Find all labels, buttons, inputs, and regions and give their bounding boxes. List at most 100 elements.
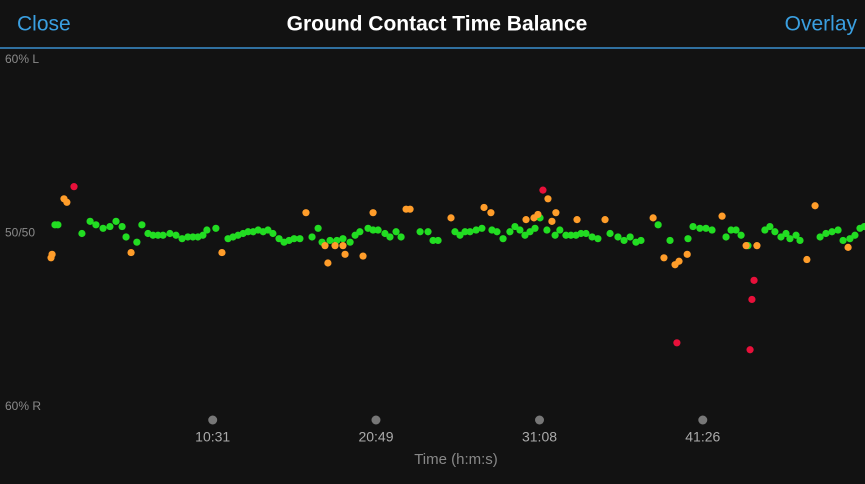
data-point (149, 231, 157, 239)
data-point (534, 210, 542, 219)
data-point (601, 216, 609, 224)
data-point (106, 222, 114, 231)
data-point (92, 221, 100, 229)
data-point (737, 231, 745, 239)
data-point (78, 229, 86, 238)
data-point (99, 224, 107, 232)
data-point (702, 224, 710, 232)
data-point (381, 229, 389, 238)
data-point (548, 217, 556, 225)
data-point (556, 226, 564, 234)
x-tick-label: 10:31 (195, 429, 230, 445)
data-point (54, 221, 62, 229)
data-point (660, 254, 668, 262)
data-point (397, 233, 405, 241)
data-point (746, 346, 754, 354)
data-point (748, 295, 756, 304)
data-point (844, 243, 852, 251)
data-point (374, 226, 382, 234)
data-point (456, 231, 464, 239)
data-point (543, 226, 551, 234)
overlay-button[interactable]: Overlay (785, 13, 858, 36)
data-point (782, 229, 790, 238)
data-point (480, 203, 488, 212)
data-point (472, 226, 480, 234)
data-point (588, 233, 596, 241)
data-point (851, 231, 859, 239)
data-point (594, 235, 602, 243)
data-point (359, 252, 367, 260)
data-point (839, 236, 847, 245)
data-point (356, 228, 364, 236)
data-point (732, 226, 740, 234)
data-point (429, 236, 437, 245)
data-point (506, 228, 514, 236)
data-point (511, 222, 519, 231)
data-point (178, 235, 186, 243)
close-button[interactable]: Close (17, 13, 71, 36)
data-point (649, 214, 657, 222)
data-point (386, 233, 394, 241)
data-point (118, 222, 126, 231)
data-point (466, 228, 474, 236)
x-tick-dot (535, 415, 545, 425)
data-point (606, 229, 614, 238)
data-point (689, 222, 697, 231)
data-point (727, 226, 735, 234)
data-point (683, 250, 691, 258)
y-tick-label: 50/50 (5, 226, 35, 240)
data-point (86, 217, 94, 225)
data-point (521, 231, 529, 239)
data-point (416, 228, 424, 236)
data-point (673, 339, 681, 347)
data-point (828, 228, 836, 236)
data-point (675, 257, 683, 265)
data-point (324, 259, 332, 267)
data-point (172, 231, 180, 239)
y-tick-label: 60% L (5, 52, 39, 66)
data-point (696, 224, 704, 232)
data-point (63, 198, 71, 206)
data-point (447, 214, 455, 222)
data-point (133, 238, 141, 246)
x-tick-dot (208, 415, 218, 425)
data-point (48, 250, 56, 258)
data-point (346, 238, 354, 246)
data-point (154, 231, 162, 239)
data-point (786, 235, 794, 243)
data-point (326, 236, 334, 245)
data-point (478, 224, 486, 232)
data-point (264, 226, 272, 234)
data-point (199, 231, 207, 239)
data-point (493, 228, 501, 236)
data-point (127, 248, 135, 257)
data-point (159, 231, 167, 239)
data-point (822, 229, 830, 238)
data-point (122, 233, 130, 241)
data-point (406, 205, 414, 213)
data-point (244, 228, 252, 236)
data-point (834, 226, 842, 234)
data-point (803, 255, 811, 264)
data-point (582, 229, 590, 238)
data-point (860, 222, 865, 231)
data-point (753, 242, 761, 250)
data-point (551, 231, 559, 239)
data-point (369, 226, 377, 234)
data-point (708, 226, 716, 234)
data-point (573, 216, 581, 224)
data-point (516, 226, 524, 234)
data-point (70, 183, 78, 191)
data-point (614, 233, 622, 241)
x-tick-label: 41:26 (685, 429, 720, 445)
data-point (321, 242, 329, 250)
data-point (166, 229, 174, 238)
data-point (771, 228, 779, 236)
data-point (562, 231, 570, 239)
data-point (722, 233, 730, 241)
data-point (552, 209, 560, 217)
data-point (203, 226, 211, 234)
data-point (531, 224, 539, 232)
